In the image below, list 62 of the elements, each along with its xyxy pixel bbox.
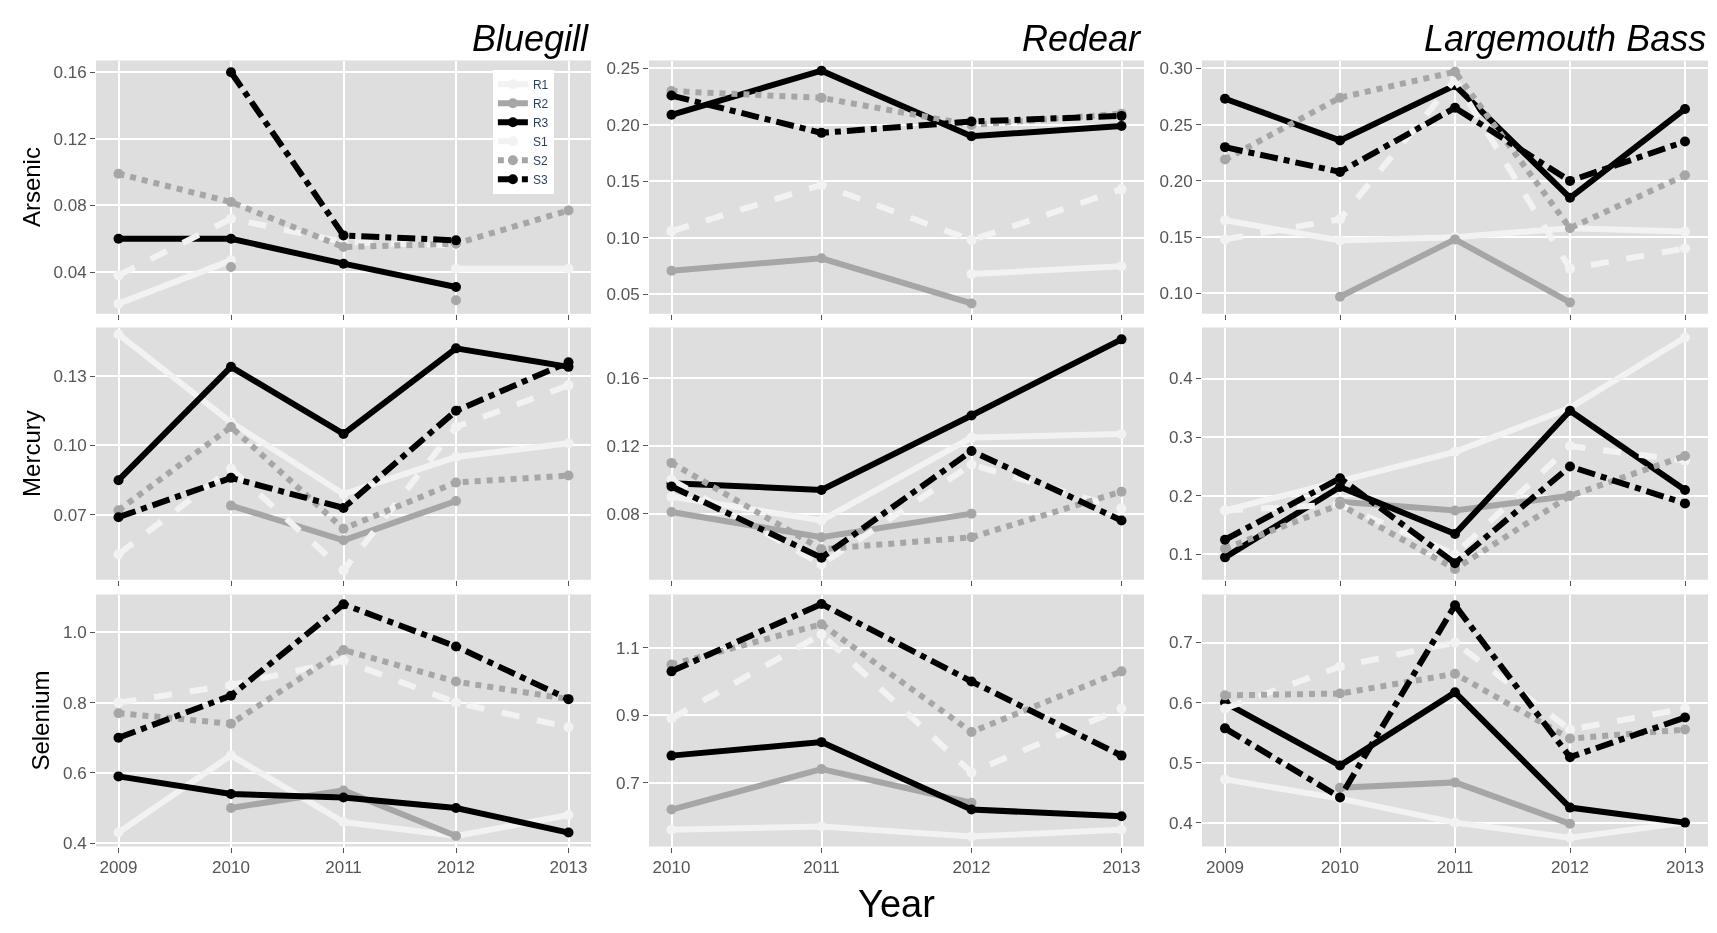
y-tick-label: 0.16 (606, 369, 640, 389)
x-tick-label: 2013 (1666, 858, 1704, 878)
y-tick-label: 0.4 (62, 834, 87, 854)
legend-label: R3 (532, 115, 549, 130)
y-tick-label: 0.25 (606, 59, 640, 79)
y-axis-title: Selenium (27, 670, 55, 771)
x-tick-label: 2013 (549, 858, 588, 878)
chart-title: Largemouth Bass (1424, 18, 1707, 59)
legend-label: S2 (532, 153, 548, 168)
y-tick-label: 0.07 (53, 505, 87, 525)
legend-label: R2 (532, 96, 549, 111)
y-tick-label: 0.4 (1168, 813, 1193, 833)
y-tick-label: 1.1 (615, 638, 640, 658)
x-tick-label: 2009 (99, 858, 138, 878)
x-tick-label: 2011 (803, 858, 840, 878)
y-tick-label: 0.25 (1159, 115, 1193, 135)
y-tick-label: 0.12 (606, 436, 640, 456)
y-tick-label: 0.7 (615, 773, 640, 793)
y-axis-title: Arsenic (17, 147, 45, 228)
y-tick-label: 0.5 (1168, 753, 1193, 773)
y-tick-label: 0.30 (1159, 59, 1193, 79)
y-tick-label: 0.10 (1159, 284, 1193, 304)
x-tick-label: 2010 (212, 858, 250, 878)
y-tick-label: 0.08 (606, 504, 640, 524)
y-tick-label: 0.9 (615, 706, 640, 726)
y-tick-label: 0.20 (606, 115, 640, 135)
y-tick-label: 0.04 (53, 262, 87, 282)
chart-title: Redear (1022, 18, 1143, 59)
y-tick-label: 0.20 (1159, 171, 1193, 191)
x-tick-label: 2011 (1436, 858, 1474, 878)
x-tick-label: 2009 (1206, 858, 1244, 878)
x-tick-label: 2011 (325, 858, 362, 878)
y-tick-label: 0.10 (53, 436, 87, 456)
y-tick-label: 0.1 (1168, 545, 1193, 565)
legend-label: R1 (532, 77, 549, 92)
y-tick-label: 0.2 (1168, 486, 1193, 506)
chart-title: Bluegill (472, 18, 590, 59)
y-tick-label: 0.16 (53, 63, 87, 83)
x-axis-title: Year (858, 883, 936, 926)
y-axis-title: Mercury (17, 410, 45, 497)
y-tick-label: 0.6 (62, 763, 87, 783)
y-tick-label: 0.08 (53, 196, 87, 216)
x-tick-label: 2012 (437, 858, 475, 878)
x-tick-label: 2013 (1102, 858, 1141, 878)
y-tick-label: 0.05 (606, 285, 640, 305)
legend-label: S3 (532, 172, 548, 187)
y-tick-label: 0.8 (62, 693, 87, 713)
y-tick-label: 0.7 (1168, 633, 1193, 653)
x-tick-label: 2012 (1551, 858, 1589, 878)
y-tick-label: 0.15 (606, 172, 640, 192)
x-tick-label: 2010 (1321, 858, 1359, 878)
y-tick-label: 0.13 (53, 367, 87, 387)
y-tick-label: 0.10 (606, 228, 640, 248)
y-tick-label: 0.15 (1159, 228, 1193, 248)
y-tick-label: 0.6 (1168, 693, 1193, 713)
y-tick-label: 0.4 (1168, 369, 1193, 389)
y-tick-label: 0.12 (53, 129, 87, 149)
legend-label: S1 (532, 134, 548, 149)
x-tick-label: 2010 (652, 858, 691, 878)
y-tick-label: 0.3 (1168, 428, 1193, 448)
x-tick-label: 2012 (952, 858, 991, 878)
y-tick-label: 1.0 (62, 623, 87, 643)
